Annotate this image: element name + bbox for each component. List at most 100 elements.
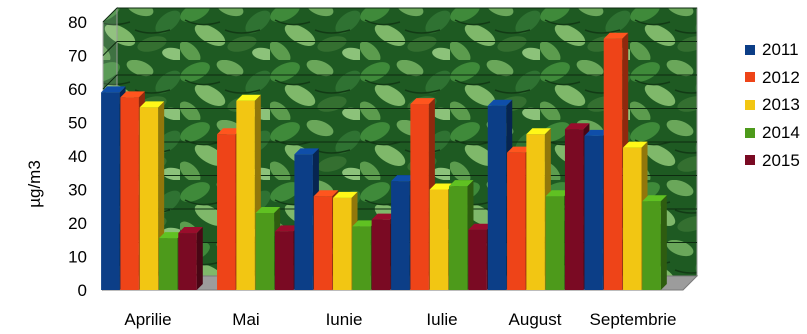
bar-front <box>178 233 197 290</box>
bar-front <box>294 154 313 290</box>
bar-top <box>468 223 493 230</box>
legend-item: 2015 <box>745 146 800 174</box>
bar-top <box>313 190 339 197</box>
legend: 2011 2012 2013 2014 2015 <box>745 36 800 174</box>
y-tick-label: 60 <box>68 80 87 99</box>
bar-front <box>603 38 623 290</box>
x-category-label: Aprilie <box>124 310 171 329</box>
y-tick-label: 20 <box>68 214 87 233</box>
bar-front <box>217 134 236 290</box>
y-tick-label: 50 <box>68 114 87 133</box>
y-axis-label: µg/m3 <box>25 160 44 208</box>
bar-top <box>255 206 281 213</box>
y-tick-label: 70 <box>68 47 87 66</box>
bar-front <box>255 212 275 290</box>
bar-front <box>410 104 429 290</box>
bar-front <box>352 226 371 290</box>
bar-top <box>584 129 609 136</box>
bar-top <box>236 94 261 101</box>
bar-front <box>487 105 507 290</box>
bar-top <box>120 91 145 98</box>
x-category-label: August <box>509 310 562 329</box>
bar-top <box>158 232 184 239</box>
bar-front <box>448 186 468 290</box>
bar-side <box>660 195 667 290</box>
bar-front <box>526 134 545 290</box>
legend-label: 2011 <box>762 40 799 60</box>
bar-front <box>584 135 603 290</box>
bar-top <box>101 86 126 93</box>
bar-top <box>564 123 590 130</box>
bar-top <box>642 195 667 202</box>
legend-item: 2013 <box>745 91 800 119</box>
x-category-label: Mai <box>232 310 259 329</box>
legend-item: 2014 <box>745 119 800 147</box>
bar-front <box>139 107 159 290</box>
bar-front <box>468 229 487 290</box>
x-category-label: Iunie <box>326 310 363 329</box>
legend-label: 2015 <box>762 150 800 170</box>
bar-front <box>564 129 584 290</box>
x-category-label: Septembrie <box>590 310 677 329</box>
bar-top <box>371 213 397 220</box>
bar-front <box>507 152 526 290</box>
bar-top <box>410 98 435 105</box>
bar-front <box>371 219 391 290</box>
y-axis-ticks: 0 10 20 30 40 50 60 70 80 <box>68 13 87 300</box>
bar-front <box>623 147 642 290</box>
bar-front <box>158 238 178 290</box>
bar-side <box>196 227 203 290</box>
legend-label: 2013 <box>762 95 800 115</box>
bar-front <box>274 231 294 290</box>
bar-front <box>313 196 333 290</box>
legend-label: 2012 <box>762 67 800 87</box>
bar-top <box>487 99 513 106</box>
legend-swatch <box>745 44 755 55</box>
bar-2015-Aprilie <box>178 227 203 290</box>
bar-front <box>642 201 661 290</box>
x-category-label: Iulie <box>426 310 457 329</box>
bar-top <box>507 146 532 153</box>
legend-swatch <box>745 99 755 110</box>
legend-swatch <box>745 72 755 83</box>
bar-2014-Septembrie <box>642 195 667 290</box>
bar-top <box>139 101 165 108</box>
bar-front <box>101 92 120 290</box>
bar-front <box>391 181 410 290</box>
bar-top <box>545 190 571 197</box>
y-tick-label: 0 <box>78 281 87 300</box>
bar-top <box>274 225 300 232</box>
x-axis-categories: Aprilie Mai Iunie Iulie August Septembrie <box>124 310 676 329</box>
bar-top <box>178 227 203 234</box>
bars <box>101 32 667 290</box>
bar-front <box>333 197 352 290</box>
bar-front <box>236 100 255 290</box>
legend-swatch <box>745 155 755 166</box>
bar-top <box>333 191 358 198</box>
bar-top <box>623 141 648 148</box>
bar-2013-Aprilie <box>139 101 165 290</box>
gridline-side <box>102 74 118 90</box>
legend-swatch <box>745 127 755 138</box>
bar-top <box>603 32 629 39</box>
bar-front <box>120 97 139 290</box>
bar-top <box>352 220 377 227</box>
y-tick-label: 10 <box>68 248 87 267</box>
legend-item: 2011 <box>745 36 800 64</box>
gridline-side <box>102 41 118 56</box>
bar-front <box>429 189 449 290</box>
bar-top <box>294 148 319 155</box>
y-tick-label: 80 <box>68 13 87 32</box>
legend-label: 2014 <box>762 123 800 143</box>
legend-item: 2012 <box>745 64 800 92</box>
bar-front <box>545 196 565 290</box>
bar-top <box>217 128 242 135</box>
bar-top <box>526 128 551 135</box>
bar-top <box>429 183 455 190</box>
y-tick-label: 40 <box>68 147 87 166</box>
bar-top <box>391 175 416 182</box>
y-tick-label: 30 <box>68 181 87 200</box>
gridline-side <box>102 7 118 23</box>
bar-top <box>448 180 474 187</box>
